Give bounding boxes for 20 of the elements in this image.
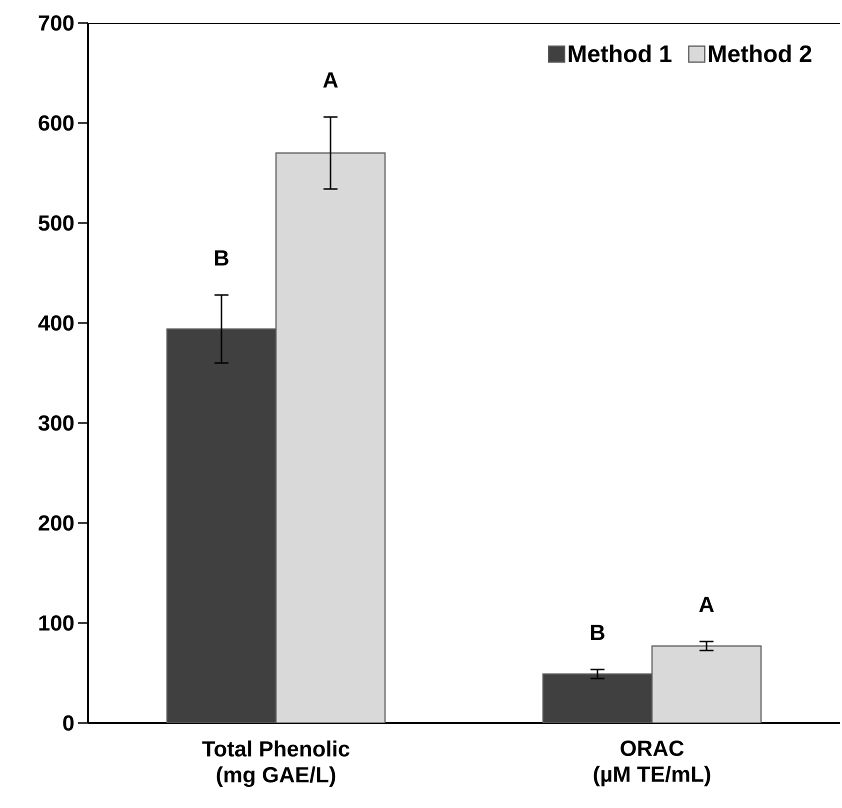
bar [542, 673, 653, 723]
y-tick-label: 100 [39, 615, 74, 631]
legend-label: Method 2 [708, 44, 812, 62]
y-tick-label: 600 [38, 115, 74, 131]
y-tick-label: 0 [63, 715, 74, 731]
annotation: B [591, 624, 604, 640]
legend-label: Method 1 [568, 44, 672, 62]
bar [166, 328, 277, 723]
x-tick-label: Total Phenolic (mg GAE/L) [202, 740, 350, 787]
y-tick-label: 500 [38, 215, 74, 231]
annotation: B [215, 250, 228, 266]
bar [275, 152, 386, 723]
bar [651, 645, 762, 723]
annotation: A [323, 72, 338, 88]
y-tick-label: 200 [38, 515, 74, 531]
y-tick-label: 400 [38, 315, 74, 331]
y-tick-label: 300 [38, 415, 74, 431]
x-tick-label: ORAC (µM TE/mL) [594, 740, 710, 786]
y-tick-label: 700 [38, 15, 74, 31]
annotation: A [699, 596, 714, 612]
